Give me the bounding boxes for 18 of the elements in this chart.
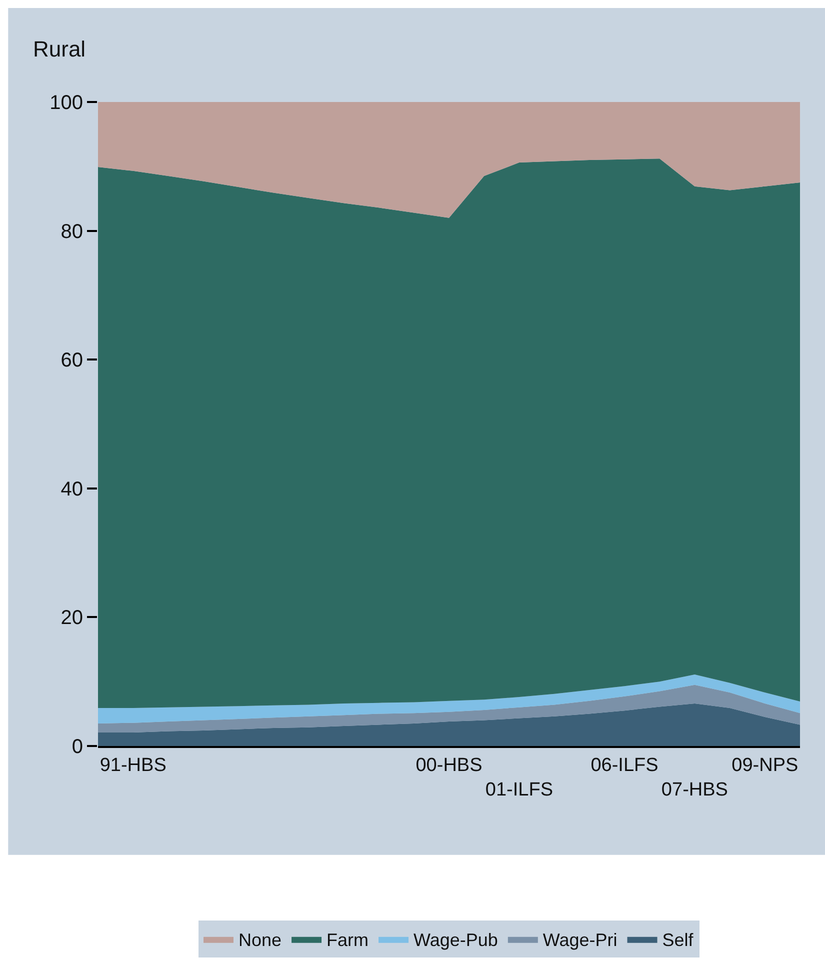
legend-label: Wage-Pub [414, 930, 498, 950]
y-tick-label: 80 [60, 220, 83, 243]
x-tick-label: 91-HBS [100, 754, 166, 776]
x-tick-label: 01-ILFS [485, 780, 553, 800]
legend-label: Farm [326, 930, 369, 950]
legend-label: Wage-Pri [542, 930, 618, 950]
y-tick-label: 0 [72, 736, 83, 758]
y-tick-label: 100 [50, 92, 83, 114]
y-tick-label: 40 [60, 478, 83, 500]
x-tick-label: 07-HBS [661, 780, 728, 800]
x-tick-label: 06-ILFS [590, 754, 658, 776]
legend-label: None [238, 930, 282, 950]
x-tick-label: 00-HBS [416, 754, 482, 776]
x-tick-label: 09-NPS [732, 754, 798, 776]
legend-label: Self [662, 930, 694, 950]
y-tick-label: 60 [60, 350, 83, 372]
y-tick-label: 20 [60, 607, 83, 630]
chart-title: Rural [33, 36, 86, 62]
